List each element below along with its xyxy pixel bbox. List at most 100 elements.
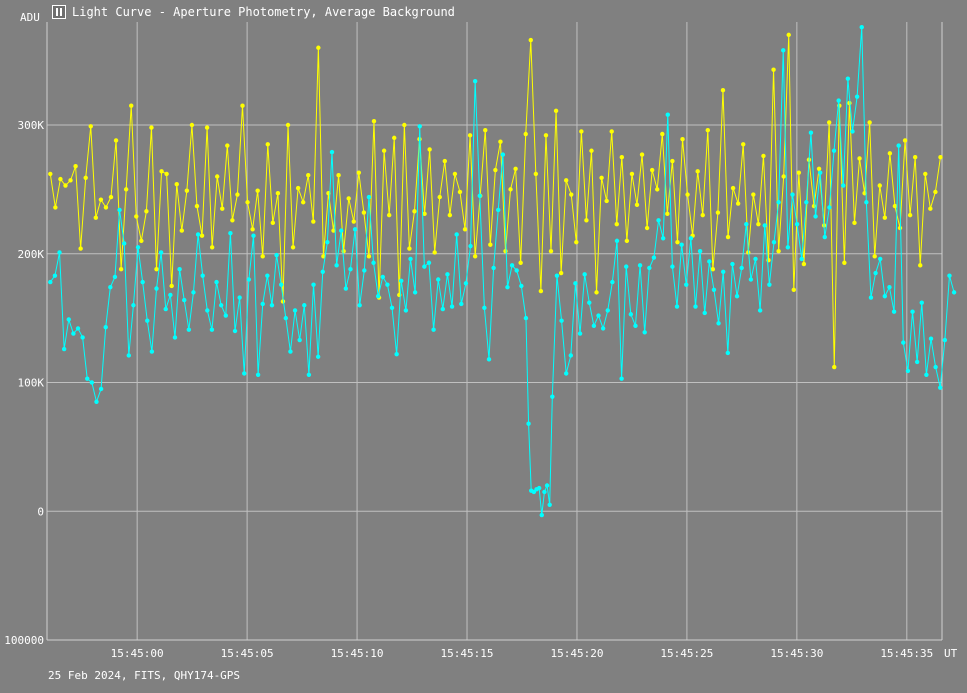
series-2-point-174 — [831, 148, 837, 153]
series-2-point-146 — [702, 310, 707, 316]
series-1-point-100 — [553, 108, 559, 114]
series-1-point-116 — [634, 202, 640, 208]
series-1-point-87 — [488, 242, 493, 247]
title-bar: Light Curve - Aperture Photometry, Avera… — [52, 2, 455, 22]
series-2-point-158 — [757, 308, 763, 313]
series-2-point-74 — [389, 305, 395, 311]
series-1-point-128 — [695, 169, 700, 174]
series-1-point-95 — [528, 37, 533, 43]
series-2-point-57 — [311, 282, 316, 287]
series-1-point-33 — [215, 174, 220, 179]
series-2-point-40 — [232, 328, 238, 334]
series-2-point-104 — [526, 421, 531, 426]
series-1-point-149 — [801, 261, 807, 267]
series-1-point-58 — [341, 248, 346, 254]
series-1-point-51 — [306, 173, 311, 178]
app-icon[interactable] — [52, 5, 66, 19]
series-2-point-124 — [600, 326, 606, 331]
series-2-point-25 — [163, 306, 168, 312]
footer-caption: 25 Feb 2024, FITS, QHY174-GPS — [48, 669, 241, 682]
series-1-point-71 — [407, 246, 412, 251]
series-1-point-6 — [78, 246, 83, 251]
y-tick-label-1: 200K — [18, 248, 45, 261]
series-2-point-68 — [362, 268, 367, 273]
x-tick-label-4: 15:45:20 — [550, 647, 603, 660]
series-2-point-114 — [554, 273, 560, 278]
series-1-point-146 — [786, 32, 791, 38]
series-2-point-61 — [329, 149, 335, 155]
series-2-point-156 — [748, 277, 754, 282]
series-1-point-98 — [543, 133, 549, 138]
series-1-point-42 — [260, 254, 265, 259]
series-2-point-89 — [459, 301, 464, 307]
series-2-point-191 — [910, 309, 915, 314]
series-1-point-162 — [867, 120, 872, 125]
series-2-point-198 — [942, 337, 948, 343]
series-2-point-147 — [707, 259, 712, 264]
series-1-point-138 — [746, 250, 751, 255]
series-2-point-189 — [901, 340, 906, 345]
series-2-point-47 — [265, 273, 270, 278]
series-1-point-68 — [392, 135, 397, 141]
series-1-point-132 — [715, 210, 721, 215]
series-2-point-52 — [288, 349, 293, 354]
series-1-point-141 — [761, 153, 766, 159]
series-2-point-49 — [274, 252, 279, 258]
series-2-point-39 — [228, 230, 233, 236]
series-1-point-103 — [569, 192, 574, 197]
series-1-point-101 — [558, 270, 564, 276]
series-1-point-104 — [574, 239, 579, 245]
series-1-point-62 — [361, 210, 367, 215]
series-1-point-17 — [134, 214, 139, 219]
series-1-point-36 — [230, 218, 235, 223]
series-2-point-117 — [568, 353, 574, 358]
series-1-point-86 — [483, 127, 488, 133]
series-1-point-93 — [518, 260, 523, 265]
series-2-point-130 — [628, 312, 634, 317]
series-1-point-20 — [149, 125, 154, 130]
series-1-point-145 — [781, 174, 786, 179]
series-2-point-139 — [670, 264, 675, 269]
series-2-point-145 — [697, 248, 703, 254]
series-2-point-53 — [292, 308, 298, 313]
series-2-point-76 — [399, 278, 404, 283]
series-1-point-107 — [589, 148, 594, 153]
series-1-point-24 — [169, 283, 174, 289]
series-1-point-50 — [300, 200, 306, 205]
series-1-point-148 — [796, 170, 802, 175]
series-2-point-144 — [693, 304, 698, 309]
series-1-line — [49, 34, 941, 368]
series-2-point-41 — [237, 295, 242, 300]
series-2-point-180 — [859, 24, 864, 30]
series-2-point-75 — [394, 351, 399, 357]
series-2-point-166 — [794, 221, 800, 227]
series-2-point-83 — [431, 327, 436, 332]
series-1-point-154 — [826, 120, 832, 125]
series-2-point-77 — [403, 308, 409, 313]
series-1-point-175 — [933, 189, 938, 195]
series-1-point-143 — [771, 67, 776, 72]
series-1-point-15 — [123, 187, 129, 192]
y-tick-label-3: 0 — [37, 505, 44, 518]
x-tick-label-2: 15:45:10 — [331, 647, 384, 660]
series-2-point-95 — [486, 357, 492, 362]
series-2-point-66 — [352, 227, 358, 232]
series-2-point-183 — [873, 270, 878, 276]
series-2-point-64 — [343, 286, 349, 291]
series-2-point-169 — [808, 130, 814, 135]
series-2-point-177 — [845, 76, 851, 81]
series-1-point-28 — [189, 122, 195, 128]
series-1-point-174 — [928, 206, 933, 211]
series-1-point-163 — [872, 254, 877, 259]
series-1-point-10 — [98, 197, 104, 202]
series-1-point-64 — [371, 118, 377, 124]
series-2-point-129 — [624, 264, 629, 269]
series-1-point-96 — [533, 171, 539, 177]
series-1-point-9 — [93, 215, 99, 220]
series-2-point-48 — [269, 303, 275, 308]
series-1-point-65 — [376, 295, 382, 300]
series-2-point-176 — [841, 183, 846, 188]
series-2-point-20 — [140, 279, 145, 285]
series-2-point-79 — [412, 290, 418, 295]
